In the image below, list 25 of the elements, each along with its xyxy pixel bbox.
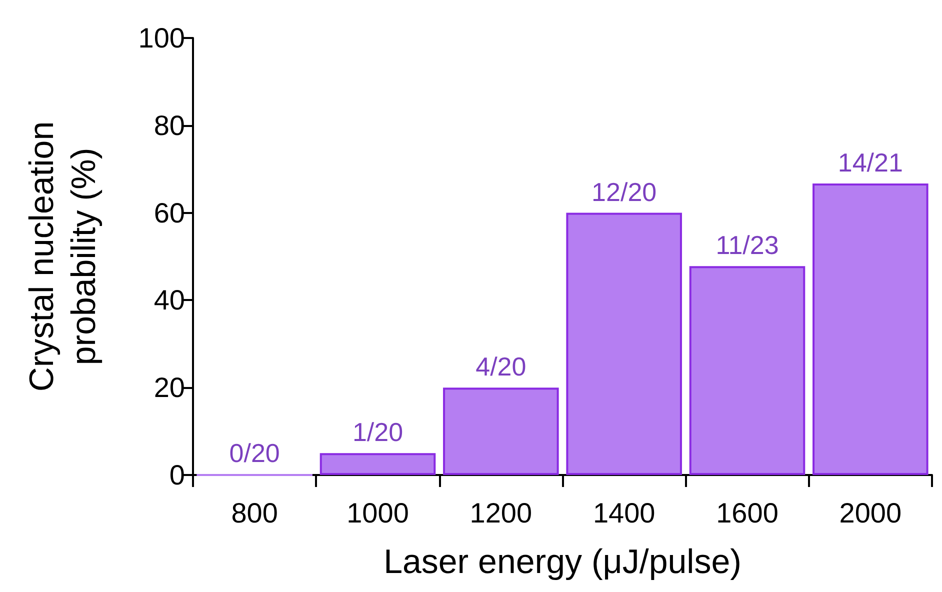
x-tick-label: 1400 bbox=[592, 498, 656, 528]
data-label: 14/21 bbox=[838, 148, 903, 178]
data-label: 1/20 bbox=[352, 417, 404, 448]
bar bbox=[566, 212, 682, 475]
x-axis-title: Laser energy (μJ/pulse) bbox=[384, 543, 742, 581]
y-axis-title: Crystal nucleation probability (%) bbox=[23, 121, 103, 392]
bar bbox=[812, 184, 928, 475]
x-tick-label: 2000 bbox=[839, 498, 902, 528]
x-tick-label: 1000 bbox=[346, 498, 409, 528]
y-tick-label: 40 bbox=[154, 284, 185, 316]
y-tick-label: 20 bbox=[154, 372, 185, 404]
bar bbox=[443, 388, 559, 475]
bar bbox=[320, 453, 436, 475]
y-tick-label: 80 bbox=[154, 110, 185, 141]
data-label: 0/20 bbox=[229, 438, 280, 468]
x-tick-label: 800 bbox=[231, 498, 278, 528]
x-tick-label: 1600 bbox=[716, 498, 778, 528]
y-tick-label: 60 bbox=[154, 197, 185, 228]
x-tick-label: 1200 bbox=[470, 498, 532, 528]
y-tick-label: 0 bbox=[169, 460, 185, 490]
data-label: 11/23 bbox=[716, 230, 779, 260]
data-label: 12/20 bbox=[592, 176, 657, 207]
bar bbox=[689, 266, 806, 475]
y-tick-label: 100 bbox=[138, 22, 185, 54]
data-label: 4/20 bbox=[476, 352, 526, 382]
